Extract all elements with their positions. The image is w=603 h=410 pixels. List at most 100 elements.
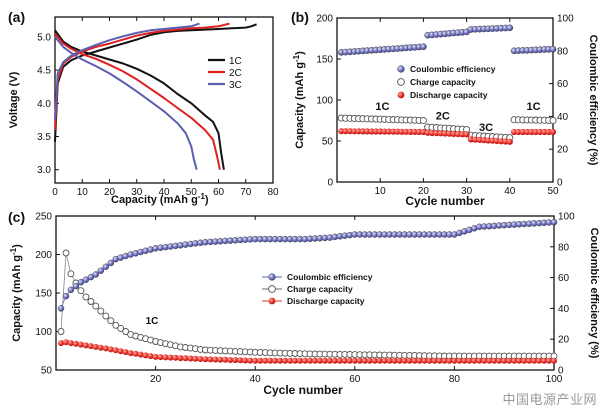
point-discharge [536,357,543,364]
point-discharge [461,357,468,364]
panel-c-xlabel: Cycle number [263,383,343,397]
point-discharge [515,128,522,136]
legend-marker-ce [268,273,276,281]
legend-marker-charge [397,78,405,86]
point-discharge [536,128,544,136]
point-discharge [459,131,466,138]
point-discharge [117,348,124,355]
point-discharge [92,343,99,350]
x-tick-label: 70 [240,187,252,198]
point-discharge [436,357,443,364]
x-tick-label: 40 [158,187,170,198]
point-discharge [416,357,423,364]
point-discharge [486,357,493,364]
point-discharge [466,357,473,364]
y-right-tick-label: 20 [557,145,569,156]
point-discharge [63,339,69,346]
y-right-tick-label: 60 [558,273,570,284]
point-discharge [177,355,184,362]
point-charge [107,317,115,325]
point-discharge [403,128,410,135]
point-discharge [476,357,483,364]
point-discharge [496,357,503,364]
point-discharge [157,354,164,361]
point-discharge [282,357,289,364]
point-discharge [433,130,440,137]
point-discharge [511,357,518,364]
panel-b-ylabel-right: Coulombic efficiency (%) [587,35,599,166]
point-discharge [356,357,363,364]
point-discharge [545,128,552,136]
panel-c-legend: Coulombic efficiency Charge capacity Dis… [262,272,373,306]
curve-3c-discharge [54,36,198,170]
y-right-tick-label: 20 [558,335,570,346]
point-discharge [217,356,224,363]
x-tick-label: 100 [546,374,563,385]
legend-marker-discharge [268,297,276,305]
point-charge [57,328,65,335]
point-discharge [381,357,388,364]
point-charge [419,116,427,125]
x-tick-label: 40 [504,186,516,197]
point-discharge [528,128,535,136]
point-discharge [331,357,338,364]
panel-a-label: (a) [8,9,25,25]
point-ce [67,286,75,294]
point-discharge [451,357,458,364]
y-tick-label: 100 [35,327,52,338]
x-tick-label: 20 [104,187,116,198]
point-discharge [292,357,298,364]
panel-a-curves [54,22,257,170]
point-ce [62,292,70,300]
rate-label: 2C [436,111,450,123]
point-discharge [386,357,393,364]
legend-label-charge: Charge capacity [410,77,476,87]
panel-a-legend: 1C 2C 3C [208,56,242,91]
x-tick-label: 50 [547,186,559,197]
curve-3c-charge [54,22,200,120]
point-charge [549,116,557,125]
panel-c: (c) 20 40 60 80 100 50 100 150 200 250 0 20 40 60 80 10… [8,209,600,397]
rate-label: 3C [479,122,493,134]
point-discharge [471,357,478,364]
x-tick-label: 60 [213,187,225,198]
point-discharge [377,128,384,135]
point-charge [97,307,105,315]
point-charge [122,328,130,335]
point-discharge [272,357,279,364]
y-tick-label: 50 [322,137,334,148]
point-ce [549,45,557,53]
panel-b-ylabel-left: Capacity (mAh g-1) [292,51,306,149]
point-discharge [364,128,371,135]
point-discharge [192,355,199,362]
point-discharge [341,357,348,364]
point-discharge [87,343,94,350]
point-discharge [546,357,552,364]
point-discharge [222,356,229,363]
point-discharge [321,357,328,364]
point-discharge [355,128,362,135]
point-discharge [102,345,109,352]
point-discharge [411,128,418,135]
y-tick-label: 3.5 [37,132,51,143]
x-tick-label: 80 [449,374,461,385]
point-discharge [336,357,343,364]
y-tick-label: 5.0 [37,32,51,43]
panel-a: (a) 0 10 20 30 40 50 60 70 80 3.0 3.5 4.0 4.5 5.0 1C … [8,9,279,206]
point-discharge [428,129,436,137]
point-discharge [481,357,488,364]
point-discharge [312,357,318,364]
y-tick-label: 0 [327,178,333,189]
point-discharge [351,357,358,364]
point-discharge [411,357,418,364]
point-discharge [361,357,368,364]
point-discharge [541,357,547,364]
point-discharge [262,357,269,364]
x-tick-label: 20 [150,374,162,385]
point-discharge [493,137,500,145]
point-ce [92,271,100,278]
legend-label-3c: 3C [229,80,242,91]
panel-b-points [337,24,557,145]
y-tick-label: 100 [316,96,333,107]
point-charge [67,270,75,278]
